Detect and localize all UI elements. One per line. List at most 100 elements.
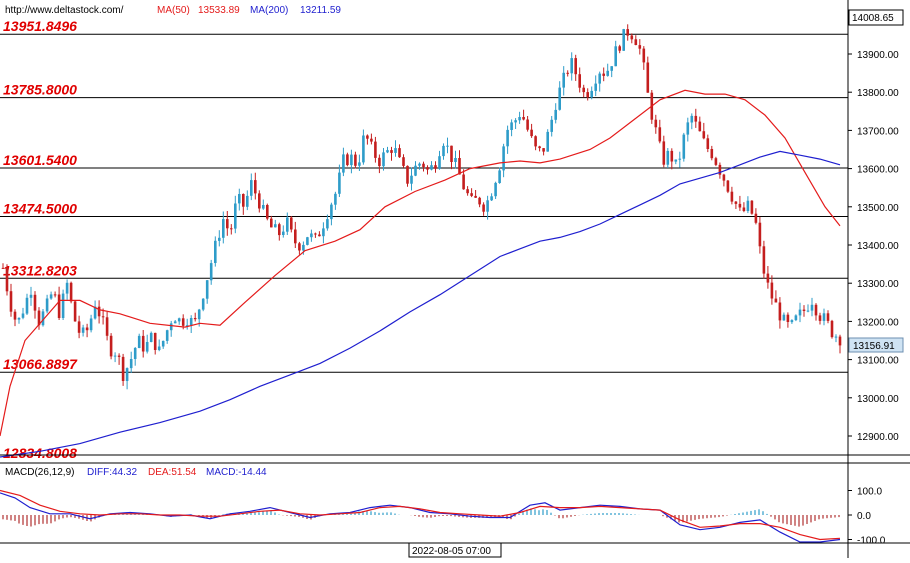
price-tick-label: 12900.00 bbox=[857, 432, 899, 443]
candle-body bbox=[774, 298, 778, 303]
candle-body bbox=[594, 83, 597, 91]
candle-body bbox=[498, 170, 501, 183]
candle-body bbox=[366, 135, 369, 139]
candle-body bbox=[21, 313, 25, 318]
candle-body bbox=[282, 231, 285, 235]
candle-body bbox=[370, 138, 373, 142]
candle-body bbox=[230, 228, 233, 230]
candle-body bbox=[254, 180, 257, 194]
candle-body bbox=[33, 294, 37, 311]
candle-body bbox=[145, 342, 149, 352]
candle-body bbox=[630, 35, 634, 40]
candle-body bbox=[125, 368, 129, 381]
candle-body bbox=[722, 174, 726, 181]
candle-body bbox=[61, 293, 65, 318]
ma200-value: 13211.59 bbox=[300, 5, 341, 16]
candle-body bbox=[5, 268, 9, 292]
candle-body bbox=[454, 158, 457, 162]
level-label: 13474.5000 bbox=[3, 201, 77, 217]
candle-body bbox=[314, 233, 317, 235]
current-price-value: 13156.91 bbox=[853, 341, 895, 352]
candle-body bbox=[514, 120, 517, 123]
level-label: 13066.8897 bbox=[3, 356, 78, 372]
candle-body bbox=[306, 237, 309, 245]
candle-body bbox=[354, 154, 357, 166]
candle-body bbox=[634, 39, 638, 45]
candle-body bbox=[77, 321, 81, 333]
candle-body bbox=[226, 219, 229, 229]
candle-body bbox=[522, 117, 525, 120]
candle-body bbox=[530, 129, 533, 137]
candle-body bbox=[209, 263, 213, 281]
candle-body bbox=[506, 129, 509, 147]
candle-body bbox=[474, 195, 477, 198]
time-label-box bbox=[408, 542, 502, 558]
candle-body bbox=[702, 131, 706, 139]
candle-body bbox=[742, 207, 746, 211]
candle-body bbox=[666, 150, 670, 165]
candle-body bbox=[746, 200, 750, 211]
candle-body bbox=[542, 148, 545, 152]
candle-body bbox=[113, 355, 117, 357]
ma50-value: 13533.89 bbox=[198, 5, 240, 16]
candle-body bbox=[734, 201, 738, 204]
candle-body bbox=[406, 165, 409, 184]
candle-body bbox=[678, 158, 682, 160]
candle-body bbox=[458, 158, 461, 175]
candle-body bbox=[326, 219, 329, 229]
candle-body bbox=[137, 335, 141, 348]
candle-body bbox=[750, 200, 754, 214]
candle-body bbox=[550, 119, 553, 132]
candle-body bbox=[157, 346, 161, 350]
candle-body bbox=[386, 150, 389, 153]
candle-body bbox=[29, 294, 33, 298]
candle-body bbox=[486, 200, 489, 212]
candle-body bbox=[510, 122, 513, 130]
candle-body bbox=[250, 180, 253, 196]
candle-body bbox=[610, 66, 613, 71]
candle-body bbox=[706, 138, 710, 149]
moving-averages bbox=[0, 89, 841, 458]
candle-body bbox=[81, 327, 85, 333]
candle-body bbox=[141, 335, 145, 352]
support-resistance-levels: 13951.8496 13785.8000 13601.5400 13474.5000… bbox=[0, 18, 848, 461]
candle-body bbox=[710, 149, 714, 159]
candle-body bbox=[766, 273, 770, 283]
candle-body bbox=[578, 74, 581, 88]
candle-body bbox=[422, 163, 425, 168]
macd-title: MACD(26,12,9) bbox=[5, 467, 74, 478]
price-tick-label: 13200.00 bbox=[857, 317, 899, 328]
level-label: 13312.8203 bbox=[3, 262, 77, 278]
candle-body bbox=[566, 72, 569, 74]
candle-body bbox=[334, 193, 337, 205]
candle-body bbox=[322, 228, 325, 237]
candle-body bbox=[466, 189, 469, 194]
candle-body bbox=[654, 119, 658, 128]
candle-body bbox=[402, 157, 405, 166]
candle-body bbox=[462, 174, 465, 190]
candle-body bbox=[9, 291, 13, 312]
candle-body bbox=[770, 282, 774, 299]
current-price-badge bbox=[848, 337, 904, 353]
candle-body bbox=[730, 191, 734, 202]
candle-body bbox=[310, 233, 313, 238]
candle-body bbox=[234, 203, 237, 229]
candle-body bbox=[430, 165, 433, 170]
candle-body bbox=[694, 115, 698, 122]
candle-body bbox=[133, 348, 137, 359]
candle-body bbox=[238, 194, 241, 204]
candle-body bbox=[614, 46, 617, 67]
candle-body bbox=[330, 204, 333, 220]
price-tick-label: 13300.00 bbox=[857, 279, 899, 290]
candle-body bbox=[169, 323, 173, 331]
candle-body bbox=[382, 152, 385, 167]
level-label: 13785.8000 bbox=[3, 82, 77, 98]
candle-body bbox=[586, 92, 589, 98]
candle-body bbox=[690, 115, 694, 123]
candle-body bbox=[574, 58, 577, 75]
price-tick-label: 13100.00 bbox=[857, 356, 899, 367]
candle-body bbox=[758, 222, 762, 247]
candle-body bbox=[89, 318, 93, 331]
candle-body bbox=[294, 229, 297, 244]
